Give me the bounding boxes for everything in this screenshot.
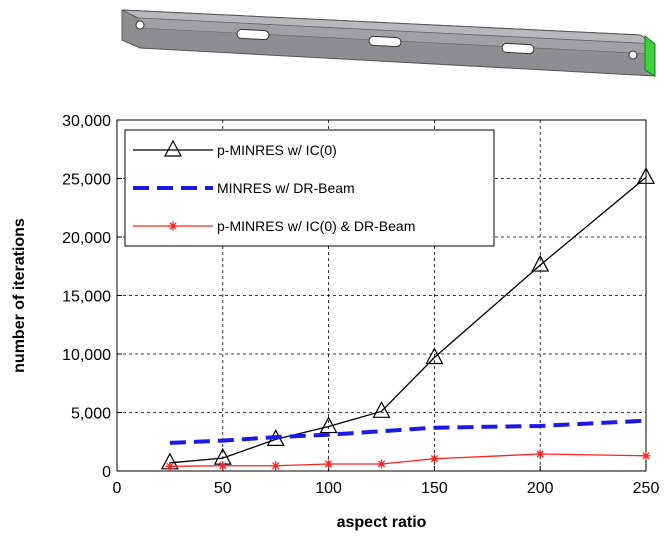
series-line	[170, 454, 646, 466]
x-tick-label: 150	[421, 480, 448, 497]
legend: p-MINRES w/ IC(0) MINRES w/ DR-Beam p-MINR…	[125, 130, 494, 246]
marker-star	[642, 451, 651, 460]
series-line	[170, 421, 646, 443]
marker-star	[218, 461, 227, 470]
y-tick-label: 15,000	[62, 289, 111, 306]
y-tick-label: 10,000	[62, 347, 111, 364]
marker-star	[430, 454, 439, 463]
marker-star	[165, 462, 174, 471]
x-tick-label: 200	[527, 480, 554, 497]
marker-star	[536, 450, 545, 459]
plot-area: 0 50 100 150 200 250 0 5,000 10,000 15,000 20,000 2…	[11, 113, 659, 531]
y-tick-label: 5,000	[71, 406, 111, 423]
chart: 0 50 100 150 200 250 0 5,000 10,000 15,000 20,000 2…	[0, 0, 665, 534]
y-tick-label: 20,000	[62, 230, 111, 247]
y-tick-label: 30,000	[62, 113, 111, 130]
marker-star	[271, 461, 280, 470]
marker-star	[169, 222, 178, 231]
legend-label: p-MINRES w/ IC(0) & DR-Beam	[217, 218, 415, 234]
y-axis-title: number of iterations	[11, 218, 28, 373]
beam-illustration	[122, 10, 655, 76]
marker-star	[377, 459, 386, 468]
marker-triangle	[374, 402, 390, 417]
x-tick-label: 0	[113, 480, 122, 497]
marker-star	[324, 459, 333, 468]
y-tick-label: 0	[102, 464, 111, 481]
x-tick-label: 50	[214, 480, 232, 497]
x-axis-title: aspect ratio	[337, 514, 427, 531]
x-tick-label: 100	[315, 480, 342, 497]
y-tick-label: 25,000	[62, 172, 111, 189]
x-tick-label: 250	[633, 480, 660, 497]
legend-label: MINRES w/ DR-Beam	[217, 180, 355, 196]
legend-label: p-MINRES w/ IC(0)	[217, 142, 337, 158]
